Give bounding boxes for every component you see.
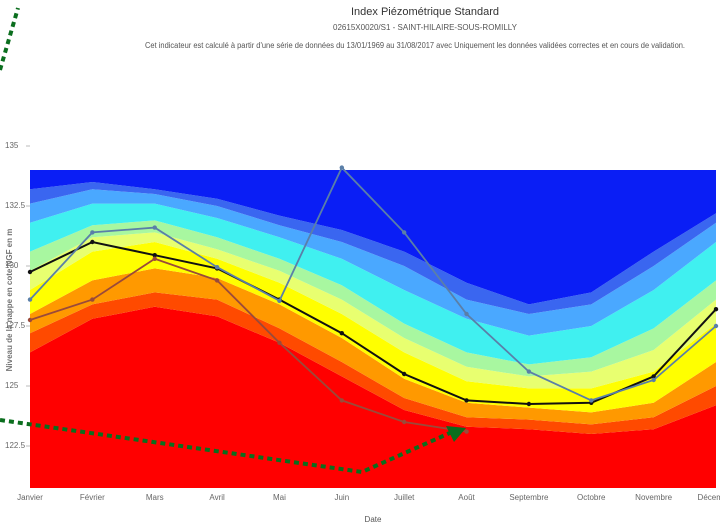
series-line	[29, 240, 717, 406]
series-point	[152, 256, 157, 261]
series-point	[152, 225, 157, 230]
y-axis-title: Niveau de la nappe en cote NGF en m	[5, 229, 14, 372]
series-point	[464, 398, 469, 403]
y-tick-label: 135	[5, 141, 19, 150]
x-tick-label: Mai	[273, 493, 286, 502]
band-area	[30, 203, 716, 365]
x-tick-label: Juin	[334, 493, 349, 502]
series-point	[277, 298, 282, 303]
series-point	[401, 371, 407, 377]
band-area	[30, 220, 716, 377]
series-point	[339, 165, 345, 170]
series-point	[214, 265, 220, 270]
y-tick-label: 130	[5, 261, 19, 270]
series-point	[27, 269, 33, 275]
band-area	[30, 170, 716, 305]
series-point	[152, 253, 157, 258]
band-area	[30, 189, 716, 336]
x-tick-label: Avril	[209, 493, 225, 502]
dotted-arrow	[0, 418, 453, 475]
series-point	[526, 401, 532, 407]
band-area	[30, 306, 716, 488]
x-tick-label: Juillet	[394, 493, 415, 502]
series-point	[27, 297, 33, 302]
band-area	[30, 268, 716, 425]
annotation-arrows	[0, 7, 466, 475]
series-point	[90, 297, 95, 302]
series-point	[464, 311, 469, 317]
x-tick-label: Décembre	[698, 493, 720, 502]
y-tick-label: 132.5	[5, 201, 26, 210]
y-tick-label: 127.5	[5, 321, 26, 330]
plot-area: 122.5 125 127.5 130 132.5 135 Janvier Février Ma…	[5, 141, 720, 502]
y-tick-label: 122.5	[5, 441, 26, 450]
chart-subtitle: 02615X0020/S1 - SAINT-HILAIRE-SOUS-ROMIL…	[333, 23, 518, 32]
x-tick-label: Septembre	[509, 493, 549, 502]
series-point	[526, 369, 532, 374]
band-area	[30, 242, 716, 413]
series-point	[90, 239, 95, 245]
chart-note: Cet indicateur est calculé à partir d'un…	[145, 41, 685, 50]
series-point	[651, 377, 656, 383]
chart-title: Index Piézométrique Standard	[351, 6, 499, 18]
series-point	[589, 398, 594, 403]
series-point	[401, 230, 407, 235]
x-axis-title: Date	[365, 515, 382, 524]
series-point	[464, 429, 469, 434]
series-point	[90, 230, 95, 235]
series-point	[277, 340, 282, 345]
series-point	[713, 323, 719, 329]
dotted-arrow	[0, 7, 20, 71]
band-area	[30, 292, 716, 434]
y-tick-label: 125	[5, 381, 19, 390]
series-point	[27, 317, 33, 323]
series-point	[651, 374, 656, 379]
series-line	[29, 166, 717, 402]
x-tick-label: Mars	[146, 493, 164, 502]
band-area	[30, 182, 716, 314]
series-point	[401, 419, 407, 425]
series-point	[339, 331, 345, 336]
series-point	[214, 278, 220, 283]
band-area	[30, 232, 716, 389]
series-point	[339, 398, 345, 403]
arrow-head	[446, 426, 466, 442]
series-line	[29, 257, 467, 433]
x-tick-label: Février	[80, 493, 105, 502]
x-tick-label: Octobre	[577, 493, 606, 502]
series-point	[713, 307, 719, 312]
x-tick-label: Janvier	[17, 493, 43, 502]
x-tick-label: Août	[458, 493, 475, 502]
x-tick-label: Novembre	[635, 493, 672, 502]
